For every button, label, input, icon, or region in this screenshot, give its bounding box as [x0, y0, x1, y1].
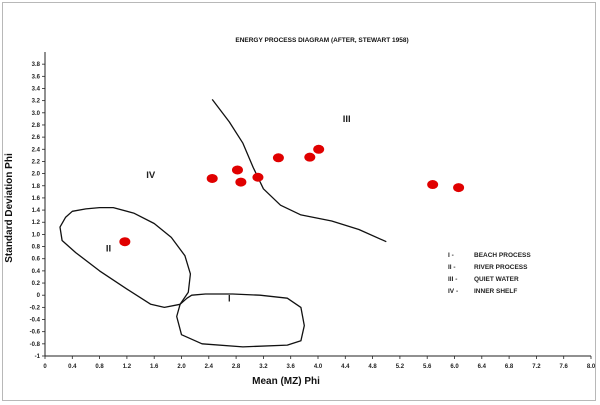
y-tick-label: -0.6 [30, 330, 41, 336]
x-tick-label: 0 [43, 364, 47, 370]
y-tick-label: 1.4 [32, 208, 41, 214]
x-tick-label: 0.8 [95, 364, 104, 370]
data-point [231, 165, 243, 175]
x-tick-label: 6.4 [478, 364, 487, 370]
region-label: III [343, 114, 351, 125]
data-point [304, 152, 316, 162]
y-tick-labels: 3.8 3.6 3.4 3.2 3.0 2.8 2.6 2.4 2.2 2.0 1.8 1.6 1.4 1… [30, 62, 45, 360]
chart-title: ENERGY PROCESS DIAGRAM (AFTER, STEWART 1… [235, 37, 408, 44]
legend-entry: RIVER PROCESS [474, 264, 528, 271]
y-tick-label: 2.6 [32, 135, 41, 141]
x-tick-label: 4.8 [368, 364, 377, 370]
x-tick-label: 4.0 [314, 364, 323, 370]
region-outline [176, 293, 305, 348]
x-tick-label: 8.0 [587, 364, 596, 370]
x-tick-label: 2.8 [232, 364, 241, 370]
x-tick-label: 7.2 [532, 364, 541, 370]
legend-numeral: II - [448, 264, 456, 271]
y-tick-label: -1 [35, 354, 41, 360]
legend-entry: QUIET WATER [474, 276, 519, 283]
x-tick-label: 2.0 [177, 364, 186, 370]
legend-entry: INNER SHELF [474, 288, 517, 295]
boundary-curve-group [211, 99, 387, 243]
x-tick-label: 1.2 [123, 364, 132, 370]
legend-entry: BEACH PROCESS [474, 252, 531, 259]
x-axis-label: Mean (MZ) Phi [252, 376, 320, 387]
y-tick-label: 1.6 [32, 196, 41, 202]
y-tick-label: 1.8 [32, 184, 41, 190]
x-tick-label: 6.0 [450, 364, 459, 370]
region-label: II [106, 243, 111, 254]
data-point [453, 183, 465, 193]
x-tick-label: 3.6 [287, 364, 296, 370]
boundary-curve [211, 99, 387, 243]
y-axis-label: Standard Deviation Phi [4, 153, 15, 263]
data-point [427, 180, 439, 190]
y-tick-label: 2.0 [32, 172, 41, 178]
y-tick-label: 0.2 [32, 281, 41, 287]
data-point [119, 237, 131, 247]
legend-numeral: IV - [448, 288, 458, 295]
y-tick-label: -0.2 [30, 305, 41, 311]
data-point [313, 144, 325, 154]
data-points [119, 144, 465, 247]
x-tick-label: 1.6 [150, 364, 159, 370]
y-tick-label: 2.2 [32, 159, 41, 165]
chart-frame [2, 2, 596, 401]
data-point [206, 173, 218, 183]
y-tick-label: -0.8 [30, 342, 41, 348]
x-tick-label: 5.6 [423, 364, 432, 370]
y-tick-label: 3.0 [32, 111, 41, 117]
x-tick-label: 3.2 [259, 364, 268, 370]
legend: I - BEACH PROCESS II - RIVER PROCESS III - QU… [448, 252, 531, 295]
y-tick-label: 2.8 [32, 123, 41, 129]
region-label: IV [146, 170, 156, 181]
y-tick-label: 1.0 [32, 232, 41, 238]
y-tick-label: 3.8 [32, 62, 41, 68]
x-tick-label: 2.4 [205, 364, 214, 370]
y-tick-label: -0.4 [30, 318, 41, 324]
y-tick-label: 3.4 [32, 86, 41, 92]
x-tick-labels: 0 0.4 0.8 1.2 1.6 2.0 2.4 2.8 3.2 3.6 4.0 4.4 4.8 5.2… [43, 356, 596, 370]
y-tick-label: 3.2 [32, 99, 41, 105]
x-tick-label: 7.6 [560, 364, 569, 370]
legend-numeral: I - [448, 252, 454, 259]
data-point [252, 172, 264, 182]
y-tick-label: 3.6 [32, 74, 41, 80]
data-point [272, 153, 284, 163]
y-tick-label: 0.6 [32, 257, 41, 263]
y-tick-label: 0 [37, 293, 41, 299]
region-label: I [228, 293, 231, 304]
y-tick-label: 2.4 [32, 147, 41, 153]
y-tick-label: 0.4 [32, 269, 41, 275]
data-point [235, 177, 247, 187]
y-tick-label: 1.2 [32, 220, 41, 226]
legend-numeral: III - [448, 276, 457, 283]
axes [44, 52, 591, 357]
y-tick-label: 0.8 [32, 245, 41, 251]
x-tick-label: 0.4 [68, 364, 77, 370]
region-outline [59, 206, 192, 309]
x-tick-label: 6.8 [505, 364, 514, 370]
x-tick-label: 4.4 [341, 364, 350, 370]
x-tick-label: 5.2 [396, 364, 405, 370]
